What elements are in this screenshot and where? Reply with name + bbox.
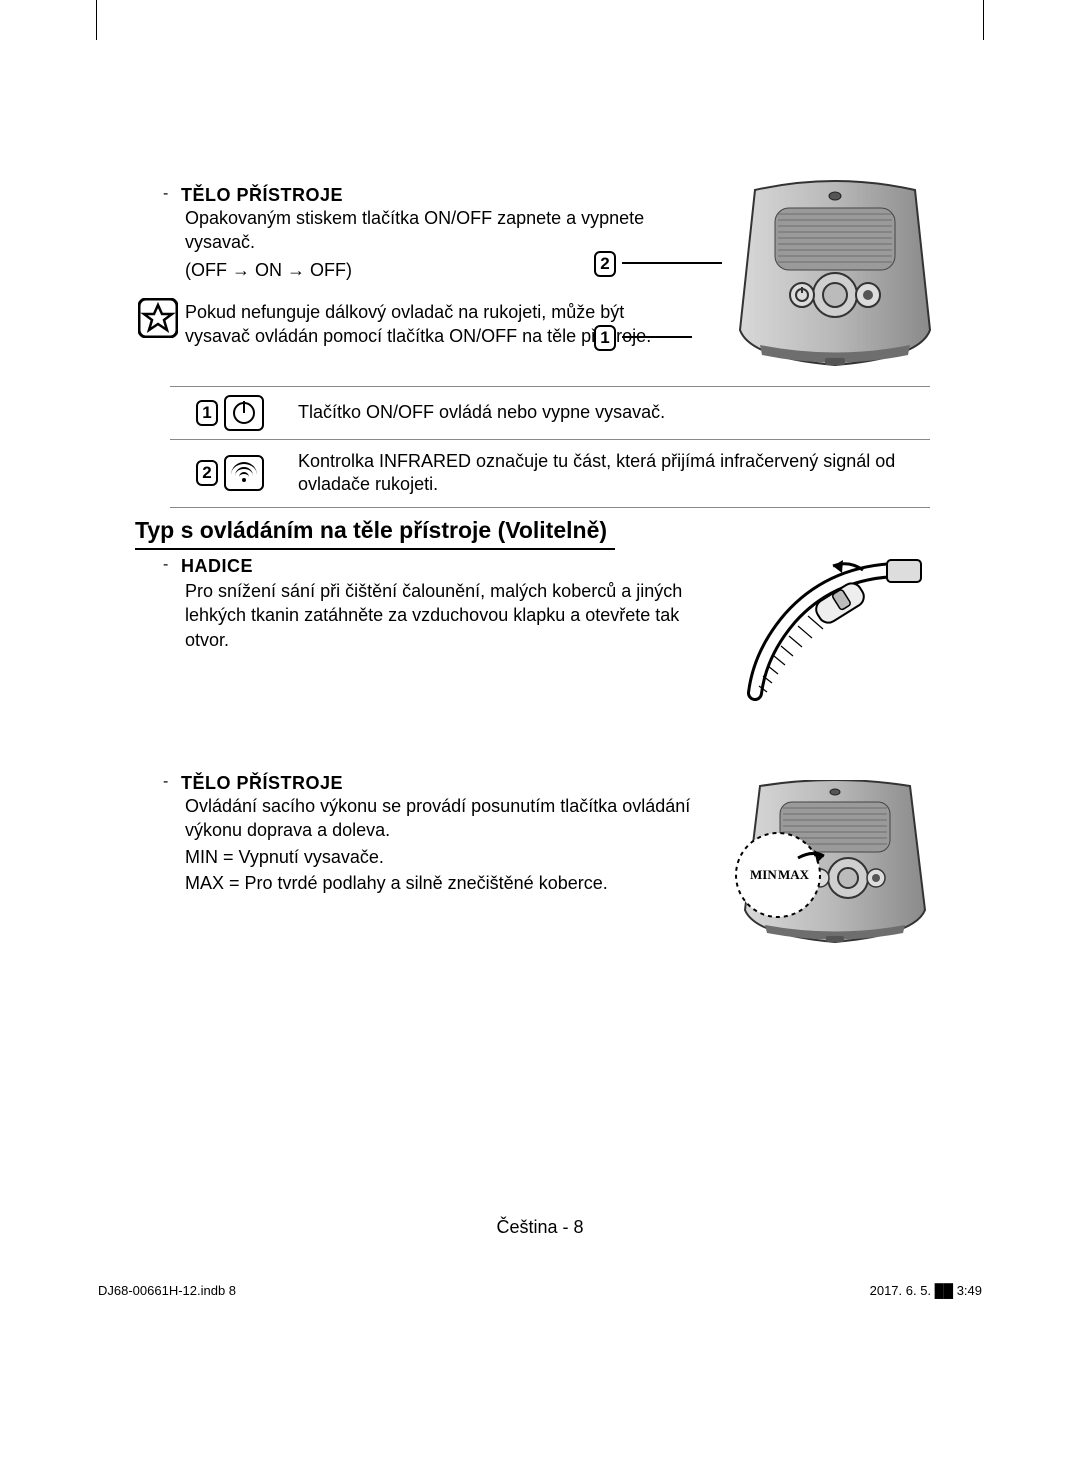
- bullet-dash: -: [163, 556, 181, 574]
- footer-filename: DJ68-00661H-12.indb 8: [98, 1283, 236, 1298]
- section-title: TĚLO PŘÍSTROJE: [181, 185, 343, 206]
- table-cell-icon: 1: [170, 387, 290, 439]
- table-row: 1 Tlačítko ON/OFF ovládá nebo vypne vysa…: [170, 387, 930, 440]
- row-number: 1: [196, 400, 218, 426]
- dash: -: [563, 1217, 574, 1237]
- bullet-dash: -: [163, 185, 181, 203]
- table-cell-icon: 2: [170, 447, 290, 499]
- table-cell-text: Tlačítko ON/OFF ovládá nebo vypne vysava…: [290, 391, 930, 434]
- manual-page: - TĚLO PŘÍSTROJE Opakovaným stiskem tlač…: [0, 0, 1080, 1472]
- body-text: MAX = Pro tvrdé podlahy a silně znečiště…: [185, 871, 695, 895]
- footer-timestamp: 2017. 6. 5. ██ 3:49: [870, 1283, 982, 1298]
- page-num-value: 8: [574, 1217, 584, 1237]
- power-icon: [224, 395, 264, 431]
- vacuum-dial-illustration: MIN MAX: [720, 780, 950, 950]
- section-body-top: - TĚLO PŘÍSTROJE Opakovaným stiskem tlač…: [185, 185, 645, 285]
- section-title: HADICE: [181, 556, 253, 577]
- hadice-section: - HADICE Pro snížení sání při čištění ča…: [185, 556, 685, 652]
- body-control-section: - TĚLO PŘÍSTROJE Ovládání sacího výkonu …: [185, 773, 695, 897]
- callout-2: 2: [594, 251, 616, 277]
- language-label: Čeština: [496, 1217, 557, 1237]
- body-text: Pro snížení sání při čištění čalounění, …: [185, 579, 685, 652]
- max-label: MAX: [778, 867, 810, 882]
- body-text: (OFF → ON → OFF): [185, 258, 645, 282]
- print-footer: DJ68-00661H-12.indb 8 2017. 6. 5. ██ 3:4…: [98, 1283, 982, 1298]
- note-text: Pokud nefunguje dálkový ovladač na rukoj…: [185, 300, 665, 349]
- section-title: TĚLO PŘÍSTROJE: [181, 773, 343, 794]
- body-text: Ovládání sacího výkonu se provádí posunu…: [185, 794, 695, 843]
- min-label: MIN: [750, 867, 777, 882]
- table-cell-text: Kontrolka INFRARED označuje tu část, kte…: [290, 440, 930, 507]
- infrared-icon: [224, 455, 264, 491]
- section-heading: Typ s ovládáním na těle přístroje (Volit…: [135, 517, 615, 550]
- row-number: 2: [196, 460, 218, 486]
- page-number: Čeština - 8: [0, 1217, 1080, 1238]
- hose-illustration: [745, 558, 925, 708]
- bullet-dash: -: [163, 773, 181, 791]
- callout-lead-line: [622, 336, 692, 338]
- callout-1: 1: [594, 325, 616, 351]
- crop-mark-right: [983, 0, 984, 40]
- vacuum-top-illustration: [720, 180, 950, 370]
- controls-table: 1 Tlačítko ON/OFF ovládá nebo vypne vysa…: [170, 386, 930, 508]
- note-star-icon: [138, 298, 178, 338]
- table-row: 2 Kontrolka INFRARED označuje tu část, k…: [170, 440, 930, 507]
- crop-mark-left: [96, 0, 97, 40]
- body-text: Opakovaným stiskem tlačítka ON/OFF zapne…: [185, 206, 645, 255]
- body-text: MIN = Vypnutí vysavače.: [185, 845, 695, 869]
- callout-lead-line: [622, 262, 722, 264]
